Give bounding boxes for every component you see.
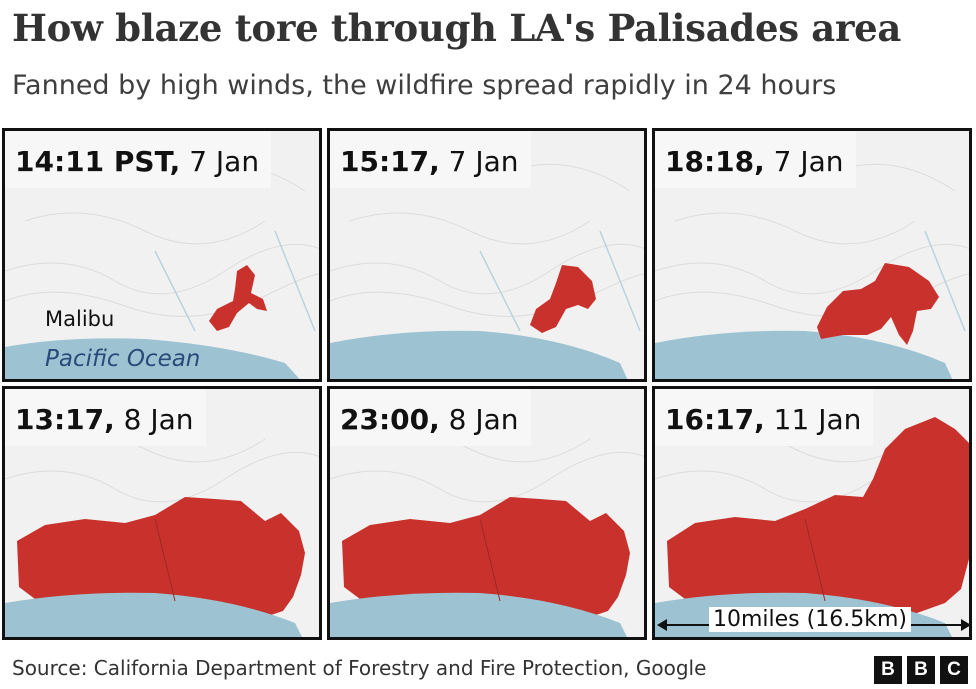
fire-perimeter bbox=[667, 417, 969, 615]
timestamp-label: 16:17, 11 Jan bbox=[655, 389, 874, 446]
fire-perimeter bbox=[17, 497, 305, 617]
time: 13:17, bbox=[15, 403, 115, 436]
river bbox=[599, 230, 641, 332]
map-4 bbox=[5, 430, 319, 637]
scale-label: 10miles (16.5km) bbox=[709, 607, 911, 632]
date: 11 Jan bbox=[764, 403, 862, 436]
map-panel-4: 13:17, 8 Jan bbox=[2, 386, 322, 640]
malibu-label: Malibu bbox=[45, 307, 115, 331]
map-panel-6: 16:17, 11 Jan 10miles (16.5km) bbox=[652, 386, 972, 640]
ocean-area bbox=[330, 592, 627, 637]
map-panel-2: 15:17, 7 Jan bbox=[327, 128, 647, 382]
timestamp-label: 23:00, 8 Jan bbox=[330, 389, 531, 446]
ocean-area bbox=[655, 330, 953, 379]
timestamp-label: 18:18, 7 Jan bbox=[655, 131, 856, 188]
fire-perimeter bbox=[209, 265, 267, 331]
fire-perimeter bbox=[342, 497, 630, 617]
fire-perimeter bbox=[817, 263, 939, 345]
map-1 bbox=[5, 163, 319, 379]
map-panel-3: 18:18, 7 Jan bbox=[652, 128, 972, 382]
timestamp-label: 13:17, 8 Jan bbox=[5, 389, 206, 446]
time: 23:00, bbox=[340, 403, 440, 436]
river bbox=[479, 250, 521, 332]
chart-subtitle: Fanned by high winds, the wildfire sprea… bbox=[12, 70, 837, 101]
date: 8 Jan bbox=[114, 403, 194, 436]
logo-letter: B bbox=[907, 656, 935, 684]
time: 15:17, bbox=[340, 145, 440, 178]
ocean-label: Pacific Ocean bbox=[45, 346, 201, 372]
fire-perimeter bbox=[530, 265, 596, 333]
time: 14:11 PST, bbox=[15, 145, 181, 178]
date: 7 Jan bbox=[764, 145, 844, 178]
river bbox=[924, 230, 966, 332]
map-grid: 14:11 PST, 7 Jan Malibu Pacific Ocean 15… bbox=[0, 126, 976, 642]
bbc-logo: B B C bbox=[874, 656, 968, 684]
map-panel-5: 23:00, 8 Jan bbox=[327, 386, 647, 640]
ocean-area bbox=[5, 592, 302, 637]
logo-letter: B bbox=[874, 656, 902, 684]
source-note: Source: California Department of Forestr… bbox=[12, 656, 707, 680]
logo-letter: C bbox=[940, 656, 968, 684]
ocean-area bbox=[330, 330, 628, 379]
time: 18:18, bbox=[665, 145, 765, 178]
date: 7 Jan bbox=[180, 145, 260, 178]
map-panel-1: 14:11 PST, 7 Jan Malibu Pacific Ocean bbox=[2, 128, 322, 382]
scale-bar: 10miles (16.5km) bbox=[657, 607, 969, 637]
date: 8 Jan bbox=[439, 403, 519, 436]
map-2 bbox=[330, 163, 644, 379]
date: 7 Jan bbox=[439, 145, 519, 178]
timestamp-label: 14:11 PST, 7 Jan bbox=[5, 131, 272, 188]
timestamp-label: 15:17, 7 Jan bbox=[330, 131, 531, 188]
ocean-area bbox=[5, 338, 300, 379]
time: 16:17, bbox=[665, 403, 765, 436]
map-3 bbox=[655, 163, 969, 379]
river bbox=[274, 230, 316, 332]
map-5 bbox=[330, 430, 644, 637]
river bbox=[154, 250, 196, 332]
chart-title: How blaze tore through LA's Palisades ar… bbox=[12, 6, 902, 50]
